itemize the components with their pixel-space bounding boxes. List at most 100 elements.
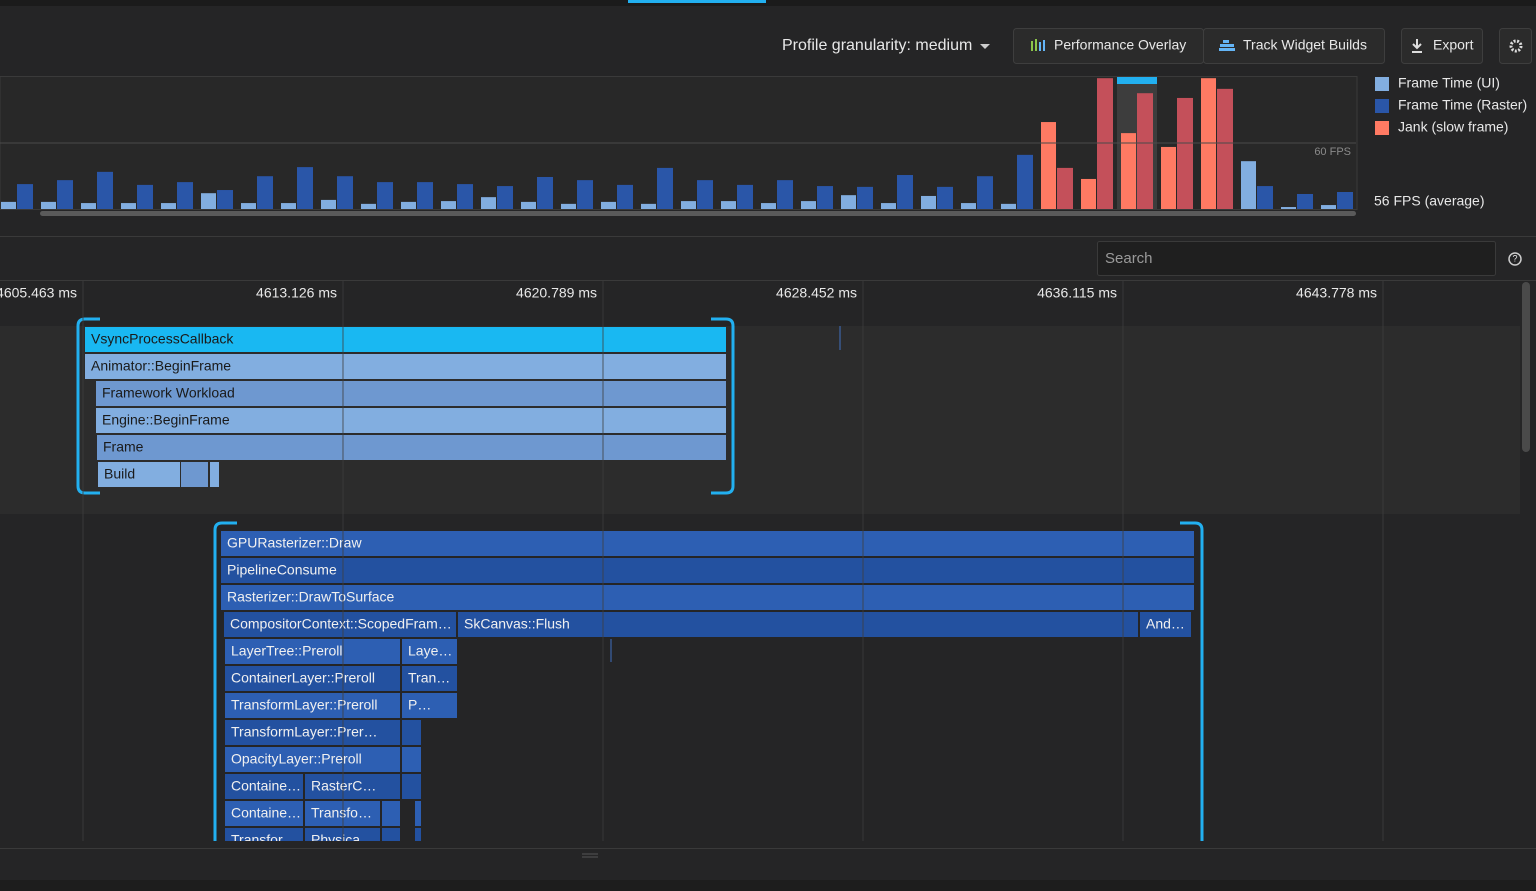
ui-bar[interactable] [721, 201, 736, 209]
ui-bar[interactable] [1241, 161, 1256, 209]
ui-bar[interactable] [361, 203, 376, 209]
ui-bar[interactable] [1281, 207, 1296, 209]
raster-bar[interactable] [657, 167, 673, 209]
raster-bar[interactable] [577, 180, 593, 209]
raster-bar[interactable] [977, 176, 993, 209]
ui-bar[interactable] [201, 193, 216, 209]
raster-bar[interactable] [17, 184, 33, 209]
ui-bar[interactable] [921, 195, 936, 209]
ui-bar[interactable] [1001, 203, 1016, 209]
raster-bar[interactable] [497, 186, 513, 209]
raster-bar[interactable] [1337, 192, 1353, 209]
flame-event[interactable] [96, 408, 726, 433]
ui-bar[interactable] [161, 203, 176, 209]
ui-bar[interactable] [1081, 178, 1096, 209]
ui-bar[interactable] [1041, 122, 1056, 209]
performance-overlay-button[interactable]: Performance Overlay [1013, 28, 1204, 64]
raster-bar[interactable] [1097, 78, 1113, 209]
flame-event[interactable] [1140, 612, 1191, 637]
ui-bar[interactable] [1161, 146, 1176, 209]
ui-bar[interactable] [1, 201, 16, 209]
flame-event[interactable] [402, 774, 421, 799]
resize-handle[interactable] [582, 853, 598, 858]
flame-event[interactable] [402, 747, 421, 772]
flame-event[interactable] [225, 774, 303, 799]
ui-bar[interactable] [441, 201, 456, 209]
flame-event[interactable] [415, 828, 421, 853]
flame-event[interactable] [402, 666, 457, 691]
raster-bar[interactable] [377, 182, 393, 209]
ui-bar[interactable] [401, 201, 416, 209]
granularity-dropdown[interactable]: Profile granularity: medium [782, 37, 990, 54]
track-widget-builds-button[interactable]: Track Widget Builds [1203, 28, 1385, 64]
help-button[interactable]: ? [1508, 252, 1522, 266]
flame-event[interactable] [85, 327, 726, 352]
raster-bar[interactable] [1257, 186, 1273, 209]
ui-bar[interactable] [281, 203, 296, 209]
raster-bar[interactable] [857, 186, 873, 209]
ui-bar[interactable] [481, 197, 496, 209]
ui-bar[interactable] [641, 203, 656, 209]
raster-bar[interactable] [937, 186, 953, 209]
raster-bar[interactable] [217, 190, 233, 209]
raster-bar[interactable] [257, 176, 273, 209]
flame-event[interactable] [210, 462, 219, 487]
raster-bar[interactable] [297, 167, 313, 209]
raster-bar[interactable] [617, 184, 633, 209]
flame-event[interactable] [98, 462, 180, 487]
flame-event[interactable] [181, 462, 208, 487]
search-field[interactable] [1097, 241, 1496, 276]
flame-event[interactable] [458, 612, 1138, 637]
flame-event[interactable] [382, 801, 400, 826]
ui-bar[interactable] [561, 203, 576, 209]
flame-event[interactable] [225, 666, 400, 691]
raster-bar[interactable] [1297, 193, 1313, 209]
flame-event[interactable] [402, 720, 421, 745]
flame-event[interactable] [85, 354, 726, 379]
ui-bar[interactable] [681, 201, 696, 209]
raster-bar[interactable] [897, 175, 913, 209]
flame-event[interactable] [221, 558, 1194, 583]
raster-bar[interactable] [1177, 97, 1193, 209]
ui-bar[interactable] [1121, 133, 1136, 209]
flame-event[interactable] [96, 381, 726, 406]
flame-event[interactable] [221, 531, 1194, 556]
raster-bar[interactable] [57, 180, 73, 209]
chart-scrollbar[interactable] [40, 211, 1356, 216]
raster-bar[interactable] [777, 180, 793, 209]
ui-bar[interactable] [841, 195, 856, 209]
raster-bar[interactable] [417, 182, 433, 209]
ui-bar[interactable] [121, 203, 136, 209]
flame-event[interactable] [225, 693, 400, 718]
raster-bar[interactable] [1017, 154, 1033, 209]
flame-event[interactable] [415, 801, 421, 826]
ui-bar[interactable] [521, 201, 536, 209]
flame-event[interactable] [225, 801, 303, 826]
ui-bar[interactable] [801, 201, 816, 209]
raster-bar[interactable] [337, 176, 353, 209]
flame-event[interactable] [305, 774, 400, 799]
ui-bar[interactable] [1321, 205, 1336, 209]
ui-bar[interactable] [41, 201, 56, 209]
ui-bar[interactable] [601, 201, 616, 209]
flame-event[interactable] [97, 435, 726, 460]
flame-event[interactable] [225, 720, 400, 745]
export-button[interactable]: Export [1401, 28, 1483, 64]
raster-bar[interactable] [1217, 88, 1233, 209]
raster-bar[interactable] [1137, 93, 1153, 209]
flame-event[interactable] [382, 828, 400, 853]
flame-event[interactable] [225, 828, 303, 853]
raster-bar[interactable] [177, 182, 193, 209]
flame-event[interactable] [225, 639, 400, 664]
raster-bar[interactable] [817, 186, 833, 209]
ui-bar[interactable] [761, 203, 776, 209]
ui-bar[interactable] [321, 199, 336, 209]
raster-bar[interactable] [457, 184, 473, 209]
settings-button[interactable] [1499, 28, 1532, 64]
raster-bar[interactable] [697, 180, 713, 209]
ui-bar[interactable] [241, 203, 256, 209]
raster-bar[interactable] [737, 184, 753, 209]
raster-bar[interactable] [1057, 167, 1073, 209]
raster-bar[interactable] [537, 176, 553, 209]
flame-event[interactable] [402, 693, 457, 718]
